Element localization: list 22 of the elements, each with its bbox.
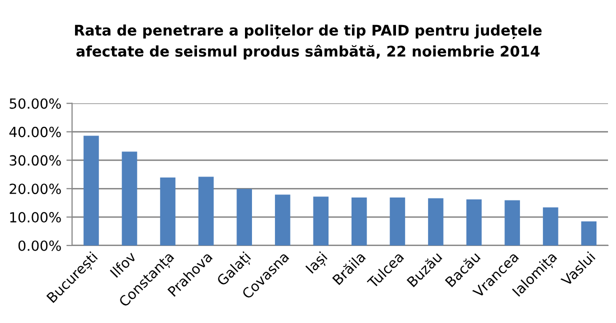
bar xyxy=(504,200,520,246)
y-tick-label: 10.00% xyxy=(10,212,61,223)
bar xyxy=(581,221,597,246)
bar xyxy=(236,188,252,246)
y-tick-label: 50.00% xyxy=(10,98,61,109)
bar xyxy=(198,176,214,246)
bar xyxy=(313,196,329,246)
bar xyxy=(542,207,558,246)
y-tick-label: 20.00% xyxy=(10,184,61,194)
bar xyxy=(84,136,99,246)
bar xyxy=(352,197,367,246)
bar xyxy=(466,199,482,246)
y-tick-label: 30.00% xyxy=(10,155,61,166)
x-tick-label: Iași xyxy=(305,251,330,276)
bar xyxy=(390,197,406,246)
bar xyxy=(274,194,290,246)
y-tick-label: 0.00% xyxy=(18,240,61,251)
chart-title: Rata de penetrare a polițelor de tip PAID pentru județele afectate de seismul produs sâmbătă, 22 noiembrie 2014 xyxy=(75,24,542,60)
y-tick-label: 40.00% xyxy=(9,126,61,138)
bar xyxy=(122,152,138,246)
bar xyxy=(160,178,176,246)
bar xyxy=(428,198,444,246)
